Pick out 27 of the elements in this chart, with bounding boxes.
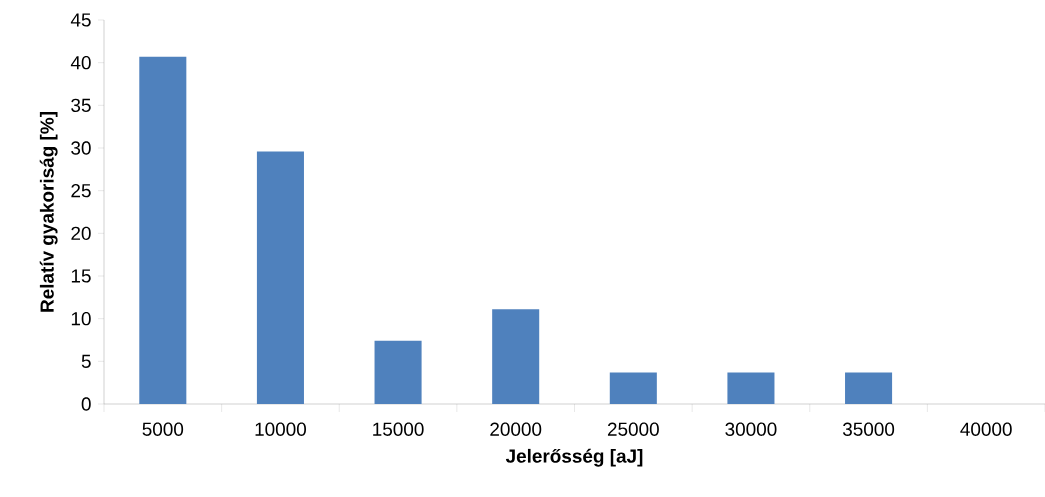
bar xyxy=(727,372,775,404)
y-tick-label: 30 xyxy=(71,141,91,155)
y-tick-label: 35 xyxy=(71,98,91,113)
y-axis-title: Relatív gyakoriság [%] xyxy=(39,112,58,312)
bar xyxy=(139,56,187,404)
y-tick-label: 40 xyxy=(70,55,91,70)
x-tick-label: 15000 xyxy=(373,422,424,436)
y-tick-label: 5 xyxy=(81,354,91,368)
bar xyxy=(845,372,893,404)
bar xyxy=(374,340,422,404)
x-tick-label: 35000 xyxy=(842,422,895,436)
y-tick-label: 25 xyxy=(71,183,91,198)
bar xyxy=(256,151,304,404)
x-tick-label: 25000 xyxy=(607,422,659,436)
x-tick-label: 5000 xyxy=(142,422,184,436)
y-tick-label: 15 xyxy=(71,269,91,283)
y-tick-label: 45 xyxy=(70,13,91,27)
x-tick-label: 20000 xyxy=(490,422,542,436)
x-tick-label: 40000 xyxy=(960,422,1012,436)
x-tick-label: 30000 xyxy=(725,422,777,436)
x-axis-title: Jelerősség [aJ] xyxy=(505,448,643,467)
x-tick-label: 10000 xyxy=(255,422,306,436)
y-tick-label: 0 xyxy=(81,397,91,411)
y-tick-label: 10 xyxy=(71,311,91,326)
bar xyxy=(609,372,657,404)
bar xyxy=(492,309,540,404)
y-tick-label: 20 xyxy=(71,226,91,241)
